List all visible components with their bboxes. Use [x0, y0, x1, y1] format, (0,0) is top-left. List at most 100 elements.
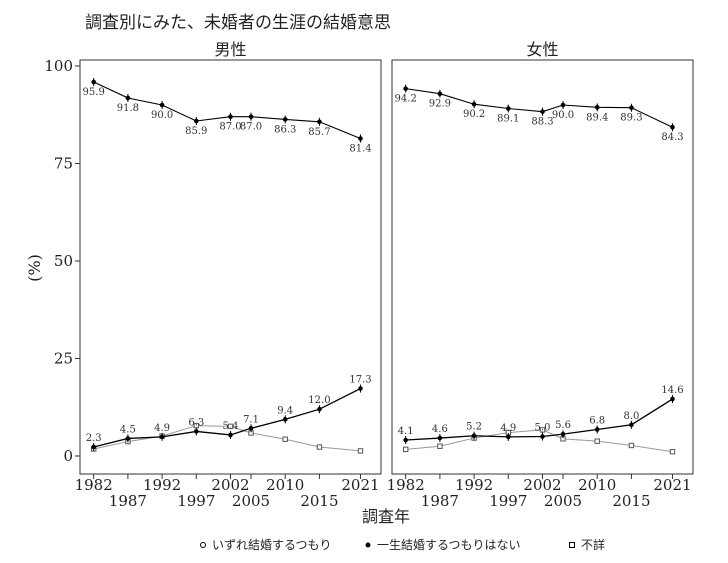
- data-point: [403, 437, 408, 443]
- data-point: [159, 434, 165, 440]
- legend-square-icon: [569, 542, 575, 548]
- data-label: 4.6: [432, 424, 448, 435]
- data-point: [560, 102, 566, 108]
- y-tick-label: 75: [54, 155, 73, 173]
- data-point: [540, 109, 545, 114]
- x-tick-label: 2015: [612, 492, 650, 510]
- panel-border: [79, 59, 382, 475]
- data-point: [193, 118, 199, 124]
- x-tick-label: 1982: [75, 476, 113, 494]
- data-label: 84.3: [661, 132, 683, 143]
- data-point: [317, 119, 322, 125]
- data-label: 88.3: [531, 117, 553, 128]
- data-label: 2.3: [86, 433, 102, 444]
- y-tick-label: 50: [54, 252, 73, 270]
- data-label: 6.3: [188, 417, 204, 428]
- data-label: 90.0: [151, 110, 173, 121]
- data-point: [91, 444, 96, 450]
- data-label: 87.0: [240, 122, 262, 133]
- x-axis-title: 調査年: [362, 507, 410, 526]
- data-label: 4.9: [154, 423, 170, 434]
- data-point: [317, 406, 322, 412]
- data-point: [282, 417, 288, 422]
- x-tick-label: 2005: [232, 492, 270, 510]
- data-point-square: [316, 444, 323, 450]
- data-label: 12.0: [308, 395, 330, 406]
- y-tick-label: 100: [44, 57, 73, 75]
- data-point: [248, 114, 254, 119]
- x-tick-label: 2010: [578, 476, 616, 494]
- data-point: [282, 117, 288, 122]
- x-tick-label: 1992: [455, 476, 493, 494]
- data-label: 92.9: [429, 99, 451, 110]
- data-label: 85.9: [185, 126, 207, 137]
- data-point: [560, 431, 566, 437]
- x-tick-label: 1997: [489, 492, 527, 510]
- data-label: 81.4: [349, 144, 371, 155]
- data-label: 17.3: [349, 375, 371, 386]
- x-tick-label: 2010: [266, 476, 304, 494]
- data-point: [471, 433, 477, 439]
- data-point: [629, 105, 634, 111]
- legend-open-circle-icon: [200, 542, 206, 548]
- data-label: 5.2: [466, 422, 482, 433]
- data-point-square: [594, 438, 600, 444]
- data-label: 4.5: [120, 424, 136, 435]
- data-point: [193, 429, 199, 434]
- data-label: 4.9: [500, 423, 516, 434]
- data-point: [629, 422, 634, 428]
- data-point: [437, 435, 443, 441]
- data-point: [403, 86, 408, 91]
- data-label: 14.6: [661, 385, 683, 396]
- panel-title: 男性: [214, 40, 246, 59]
- chart-title: 調査別にみた、未婚者の生涯の結婚意思: [85, 13, 391, 33]
- data-label: 87.0: [219, 122, 241, 133]
- data-label: 90.2: [463, 109, 485, 120]
- panel-border: [391, 59, 694, 475]
- data-label: 5.6: [555, 420, 571, 431]
- data-point-square: [437, 443, 443, 449]
- data-label: 89.1: [497, 114, 519, 125]
- data-label: 89.3: [620, 113, 642, 124]
- data-point: [228, 114, 233, 119]
- data-label: 5.0: [535, 423, 551, 434]
- data-point: [125, 95, 131, 101]
- data-point: [358, 386, 363, 391]
- data-label: 85.7: [308, 127, 330, 138]
- data-label: 91.8: [117, 103, 139, 114]
- y-tick-label: 0: [63, 447, 73, 465]
- data-label: 7.1: [243, 414, 259, 425]
- data-label: 86.3: [274, 124, 296, 135]
- data-point: [228, 432, 233, 438]
- x-tick-label: 1987: [109, 492, 147, 510]
- x-tick-label: 1997: [177, 492, 215, 510]
- data-point-square: [628, 442, 635, 449]
- data-label: 8.0: [623, 411, 639, 422]
- y-axis-title: (%): [25, 254, 44, 282]
- data-point: [540, 434, 545, 439]
- x-tick-label: 2002: [523, 476, 561, 494]
- data-point: [670, 124, 675, 130]
- x-tick-label: 1982: [387, 476, 425, 494]
- data-point: [505, 106, 511, 111]
- panel-title: 女性: [526, 40, 558, 59]
- data-point: [594, 427, 600, 432]
- x-tick-label: 1992: [143, 476, 181, 494]
- data-point-square: [357, 448, 364, 454]
- legend-label: 不詳: [581, 537, 605, 552]
- data-point: [471, 101, 477, 107]
- data-point-square: [227, 423, 234, 430]
- y-tick-label: 25: [54, 350, 73, 368]
- data-point: [91, 79, 96, 85]
- data-label: 4.1: [398, 426, 414, 437]
- data-point: [248, 426, 254, 431]
- data-label: 95.9: [83, 87, 105, 98]
- data-point-square: [669, 449, 676, 455]
- x-tick-label: 2015: [300, 492, 338, 510]
- data-point-square: [539, 427, 546, 433]
- data-label: 9.4: [277, 405, 293, 416]
- x-tick-label: 2021: [341, 476, 379, 494]
- data-point-square: [282, 436, 288, 442]
- x-tick-label: 2005: [544, 492, 582, 510]
- data-label: 89.4: [586, 112, 608, 123]
